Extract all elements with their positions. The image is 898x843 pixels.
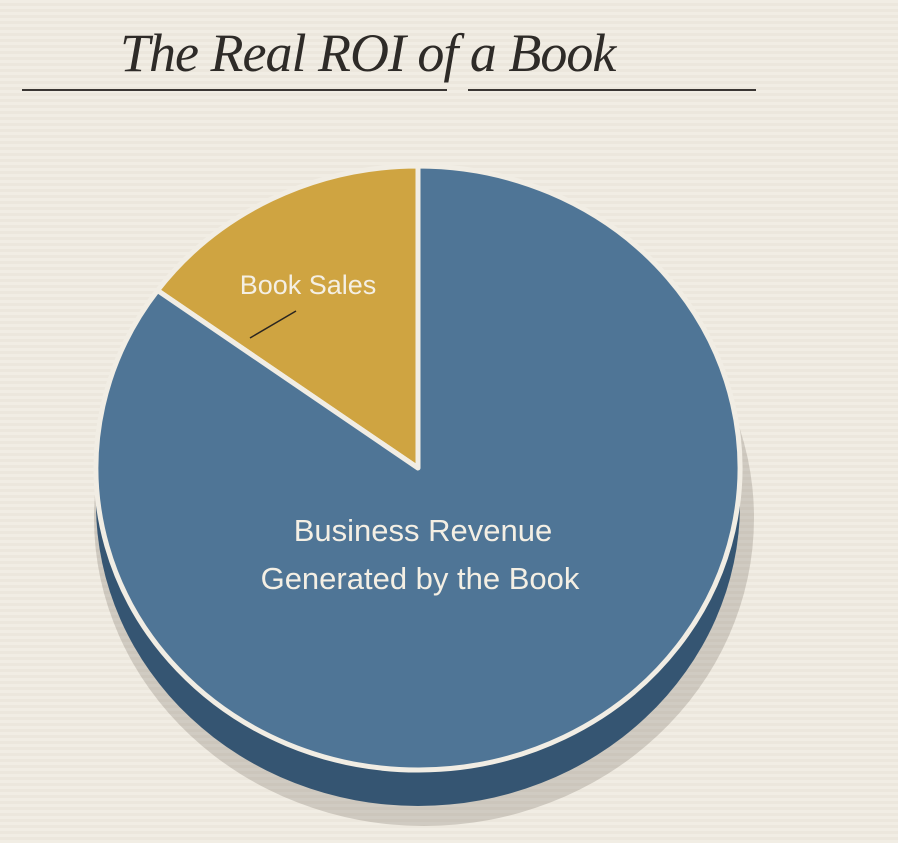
chart-title: The Real ROI of a Book (120, 23, 616, 83)
title-underline-left (22, 89, 447, 91)
pie-slice-book-sales (154, 163, 421, 471)
slice-label-business-revenue-line1: Business Revenue (294, 513, 553, 548)
slice-label-book-sales: Book Sales (240, 270, 377, 300)
title-underline-right (468, 89, 756, 91)
pie-slice-business-revenue-generated-by-the-book (93, 163, 743, 773)
slice-label-business-revenue-line2: Generated by the Book (261, 561, 580, 596)
book-sales-leader-line (249, 310, 297, 339)
